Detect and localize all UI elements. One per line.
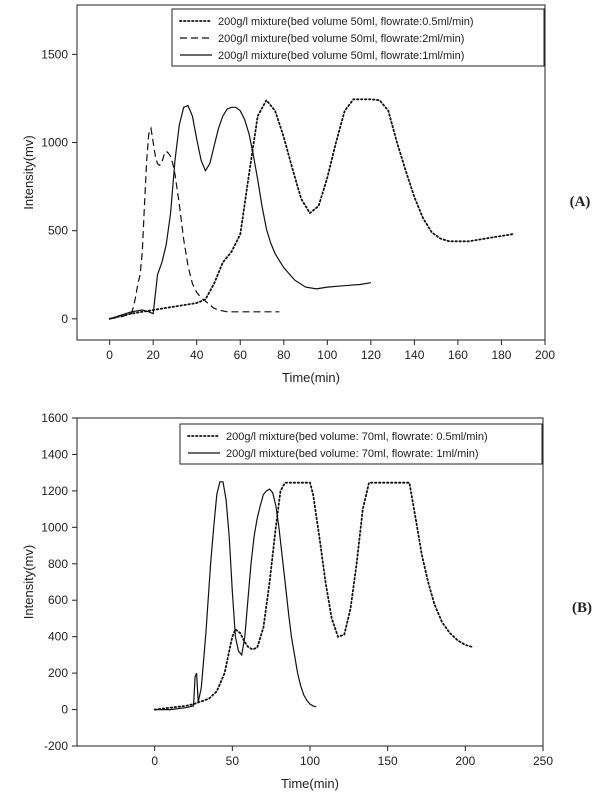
chart-b-y-tick-label: 1200 bbox=[41, 484, 68, 498]
chart-a-x-tick-label: 180 bbox=[491, 348, 511, 362]
chart-b-series-line-1 bbox=[153, 481, 473, 711]
chart-b-legend-label: 200g/l mixture(bed volume: 70ml, flowrat… bbox=[226, 448, 478, 460]
chart-a-x-tick-label: 120 bbox=[361, 348, 381, 362]
chart-b-y-tick-label: 600 bbox=[48, 593, 68, 607]
chart-b-x-tick-label: 100 bbox=[300, 754, 320, 768]
chart-a-legend-label: 200g/l mixture(bed volume 50ml, flowrate… bbox=[218, 50, 464, 62]
chart-b-y-tick-label: 1600 bbox=[41, 411, 68, 425]
chart-b-x-tick-label: 200 bbox=[455, 754, 475, 768]
chart-b-y-tick-label: 800 bbox=[48, 557, 68, 571]
chart-a-y-tick-label: 1000 bbox=[41, 136, 68, 150]
chart-a-y-tick-label: 0 bbox=[61, 312, 68, 326]
panel-label-b: (B) bbox=[572, 600, 592, 616]
chart-b-y-tick-label: 1400 bbox=[41, 447, 68, 461]
chart-b-y-axis-label: Intensity(mv) bbox=[21, 545, 36, 619]
chart-b-y-tick-label: 1000 bbox=[41, 520, 68, 534]
chart-b-x-tick-label: 0 bbox=[151, 754, 158, 768]
chart-a-x-tick-label: 20 bbox=[147, 348, 161, 362]
chart-a-x-tick-label: 0 bbox=[106, 348, 113, 362]
chart-b-plot-frame bbox=[76, 417, 544, 747]
chart-a-x-tick-label: 140 bbox=[404, 348, 424, 362]
chart-a-x-tick-label: 200 bbox=[535, 348, 555, 362]
chart-b-y-tick-label: 0 bbox=[61, 703, 68, 717]
chart-a-x-axis-label: Time(min) bbox=[282, 370, 340, 385]
chart-a-x-tick-label: 160 bbox=[448, 348, 468, 362]
chart-a-y-tick-label: 1500 bbox=[41, 47, 68, 61]
chart-b-x-tick-label: 50 bbox=[226, 754, 240, 768]
chart-a-legend-box bbox=[171, 8, 545, 67]
chart-b-legend-box bbox=[179, 423, 543, 465]
chart-b-y-tick-label: -200 bbox=[44, 739, 68, 753]
chart-b-y-tick-label: 400 bbox=[48, 630, 68, 644]
chart-a-x-tick-label: 40 bbox=[190, 348, 204, 362]
chart-a-legend-label: 200g/l mixture(bed volume 50ml, flowrate… bbox=[218, 16, 474, 28]
panel-label-a: (A) bbox=[570, 194, 591, 210]
chart-a-x-tick-label: 100 bbox=[317, 348, 337, 362]
chart-b-x-axis-label: Time(min) bbox=[281, 776, 339, 791]
chart-a-series-line-3 bbox=[109, 104, 371, 320]
chart-a-series-line-1 bbox=[108, 98, 514, 320]
chart-panel-a: 0 20 40 60 80 100 120 140 160 180 200 0 500 1000 1500 T… bbox=[21, 4, 555, 385]
chart-a-legend: 200g/l mixture(bed volume 50ml, flowrate… bbox=[171, 8, 545, 67]
chart-a-legend-label: 200g/l mixture(bed volume 50ml, flowrate… bbox=[218, 33, 464, 45]
chart-a-y-axis-label: Intensity(mv) bbox=[21, 135, 36, 209]
chart-a-series-line-2 bbox=[109, 126, 280, 320]
chart-a-plot-frame bbox=[76, 4, 546, 341]
chart-b-x-tick-label: 150 bbox=[378, 754, 398, 768]
chart-b-legend: 200g/l mixture(bed volume: 70ml, flowrat… bbox=[179, 423, 543, 465]
chart-a-y-tick-label: 500 bbox=[48, 224, 68, 238]
chart-a-x-tick-label: 60 bbox=[234, 348, 248, 362]
chart-a-x-tick-label: 80 bbox=[277, 348, 291, 362]
chart-b-series-line-2 bbox=[154, 481, 317, 711]
chart-b-x-tick-label: 250 bbox=[533, 754, 553, 768]
chart-b-legend-label: 200g/l mixture(bed volume: 70ml, flowrat… bbox=[226, 431, 488, 443]
chart-panel-b: 0 50 100 150 200 250 -200 0 200 400 600 800 1000 1200… bbox=[21, 411, 553, 791]
chart-b-y-tick-label: 200 bbox=[48, 666, 68, 680]
